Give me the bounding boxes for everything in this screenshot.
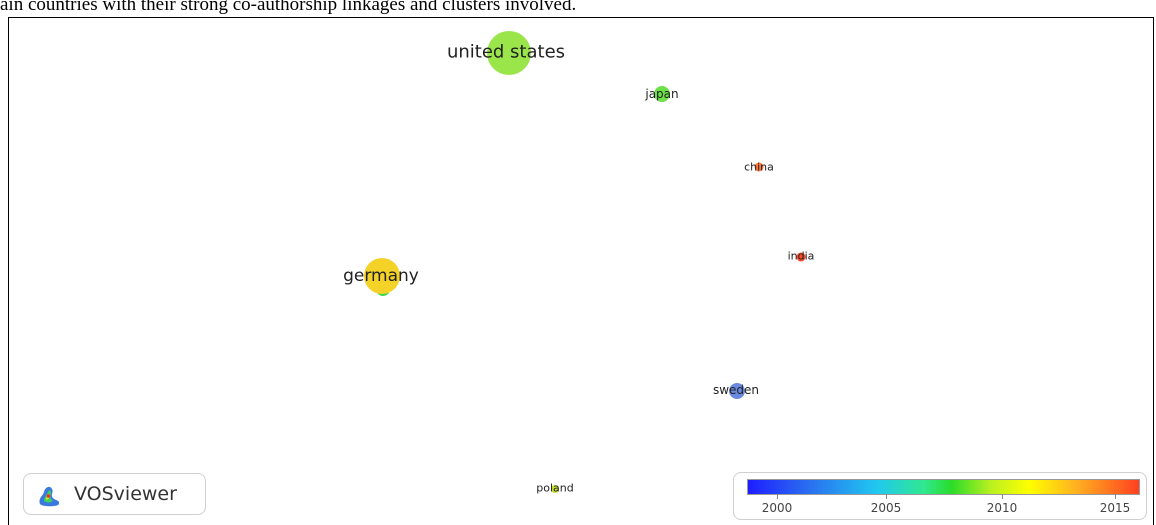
legend-tick-label-2010: 2010 [986,501,1018,515]
vosviewer-logo-icon [39,486,60,507]
label-china: china [744,160,774,174]
node-india[interactable] [796,252,806,262]
node-germany[interactable] [364,258,400,294]
node-china[interactable] [754,162,764,172]
legend-tick [1002,494,1003,499]
legend-tick [886,494,887,499]
label-poland: poland [536,481,574,495]
legend-tick [1115,494,1116,499]
vosviewer-logo-text: VOSviewer [74,483,177,505]
node-japan[interactable] [654,86,670,102]
legend-tick [777,494,778,499]
label-sweden: sweden [712,383,760,397]
vosviewer-logo: VOSviewer [23,473,206,515]
legend-tick-label-2015: 2015 [1099,501,1131,515]
node-united-states[interactable] [487,31,531,75]
figure-caption: ain countries with their strong co-autho… [0,0,577,15]
label-japan: japan [645,87,679,101]
color-legend: 2000 2005 2010 2015 [733,472,1147,520]
label-germany: germany [343,266,419,286]
node-sweden[interactable] [729,383,745,399]
legend-tick-label-2000: 2000 [761,501,793,515]
label-united-states: united states [446,41,566,63]
legend-tick-label-2005: 2005 [870,501,902,515]
node-poland[interactable] [551,485,559,493]
legend-color-bar [747,479,1140,495]
label-india: india [787,249,815,263]
network-canvas[interactable]: united states japan china india germany … [8,17,1154,525]
